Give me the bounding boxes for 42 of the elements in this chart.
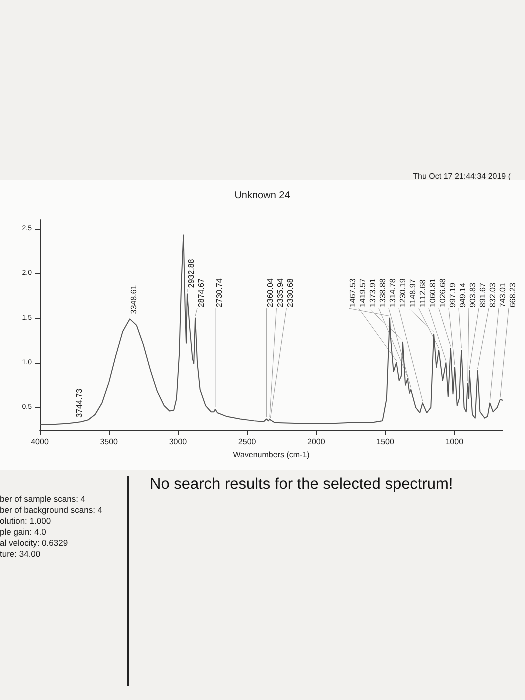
annotation: 1112.68	[418, 279, 428, 308]
annotation: 1060.81	[428, 278, 438, 308]
annotation: 2335.94	[276, 278, 286, 308]
text: ber of background scans: 4	[0, 505, 103, 516]
annotation: 1026.68	[438, 278, 448, 308]
annotation: 2874.67	[196, 278, 206, 308]
x-tick-label: 1000	[446, 438, 464, 446]
annotation: 1148.97	[408, 278, 418, 308]
annotation: 949.14	[458, 282, 468, 308]
annotation: 668.23	[508, 282, 518, 308]
annotation: 2730.74	[214, 278, 224, 308]
line-series	[40, 234, 504, 426]
annotation: 1230.19	[398, 278, 408, 308]
annotation: 832.03	[488, 282, 498, 308]
x-tick-label: 4000	[31, 438, 50, 446]
annotation: 1419.57	[358, 278, 368, 308]
annotation: 1314.78	[388, 278, 398, 308]
text: al velocity: 0.6329	[0, 538, 70, 549]
annotation: 3348.61	[130, 284, 139, 314]
annotation: 2932.88	[186, 258, 196, 288]
annotation: 2330.68	[286, 278, 296, 308]
text: ture: 34.00	[0, 549, 42, 560]
x-tick-label: 2500	[238, 438, 257, 446]
text: olution: 1.000	[0, 516, 52, 527]
annotation: 891.67	[478, 282, 488, 308]
text: ber of sample scans: 4	[0, 494, 87, 505]
x-axis-title: Wavenumbers (cm-1)	[233, 450, 310, 460]
text: No search results for the selected spectrum!	[150, 476, 454, 494]
x-tick-label: 2000	[308, 438, 326, 446]
x-tick-label: 3000	[169, 438, 188, 446]
annotation: 1338.88	[378, 278, 388, 308]
chart-title: Unknown 24	[234, 190, 291, 202]
annotation: 1467.53	[348, 278, 358, 308]
x-tick-label: 3500	[100, 438, 119, 446]
annotation: 1373.91	[368, 278, 378, 308]
annotation: 2360.04	[266, 278, 276, 308]
text: ple gain: 4.0	[0, 527, 48, 538]
annotation: 997.19	[448, 282, 458, 308]
annotation: 903.83	[468, 282, 478, 308]
x-tick-label: 1500	[376, 438, 395, 446]
annotation: 3744.73	[74, 388, 84, 418]
annotation: 743.01	[498, 282, 508, 308]
